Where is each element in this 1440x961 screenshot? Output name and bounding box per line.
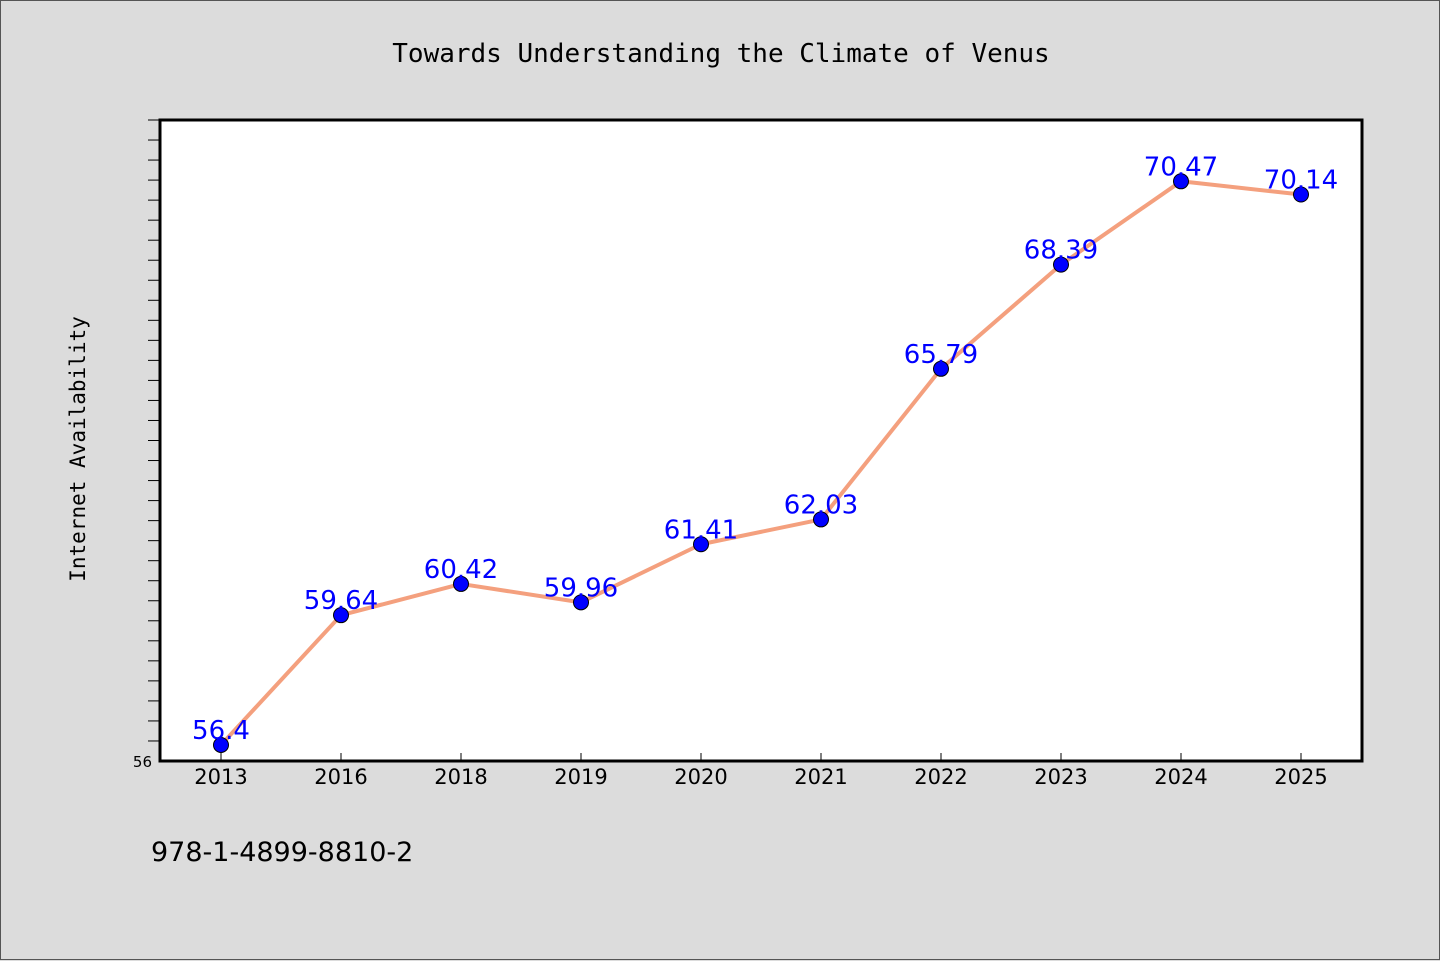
x-tick-label: 2024 — [1154, 765, 1207, 789]
y-axis-label: Internet Availability — [66, 316, 90, 582]
data-point — [333, 607, 349, 624]
x-tick-label: 2018 — [434, 765, 487, 789]
x-tick-label: 2019 — [554, 765, 607, 789]
data-point — [453, 575, 469, 592]
isbn-text: 978-1-4899-8810-2 — [151, 837, 414, 868]
data-point — [1293, 186, 1309, 203]
data-label: 60.42 — [424, 555, 498, 585]
data-point — [693, 536, 709, 553]
data-point — [933, 360, 949, 377]
data-label: 62.03 — [784, 490, 858, 520]
y-axis-ticks: 56 — [133, 119, 160, 771]
data-label: 65.79 — [904, 340, 978, 370]
data-point — [573, 594, 589, 611]
data-label: 70.47 — [1144, 152, 1218, 182]
data-point — [1053, 256, 1069, 273]
data-point — [813, 511, 829, 528]
data-point — [213, 736, 229, 753]
data-label: 56.4 — [192, 716, 250, 746]
x-tick-label: 2016 — [314, 765, 367, 789]
data-label: 61.41 — [664, 515, 738, 545]
x-tick-label: 2013 — [194, 765, 247, 789]
x-tick-label: 2023 — [1034, 765, 1087, 789]
data-label: 59.64 — [304, 586, 378, 616]
data-markers — [213, 173, 1309, 753]
data-point — [1173, 173, 1189, 190]
data-label: 59.96 — [544, 573, 618, 603]
x-tick-label: 2025 — [1274, 765, 1327, 789]
data-labels: 56.4 59.64 60.42 59.96 61.41 62.03 65.79 68.39 7… — [192, 152, 1338, 746]
x-axis-ticks: 2013 2016 2018 2019 2020 2021 2022 2023 2024 2025 — [194, 753, 1328, 789]
x-tick-label: 2020 — [674, 765, 727, 789]
y-tick-label: 56 — [133, 753, 152, 771]
data-label: 70.14 — [1264, 166, 1338, 196]
x-tick-label: 2022 — [914, 765, 967, 789]
chart-title: Towards Understanding the Climate of Ven… — [392, 39, 1049, 69]
x-tick-label: 2021 — [794, 765, 847, 789]
data-label: 68.39 — [1024, 236, 1098, 266]
plot-area — [158, 118, 1364, 763]
series-line — [219, 179, 1302, 747]
